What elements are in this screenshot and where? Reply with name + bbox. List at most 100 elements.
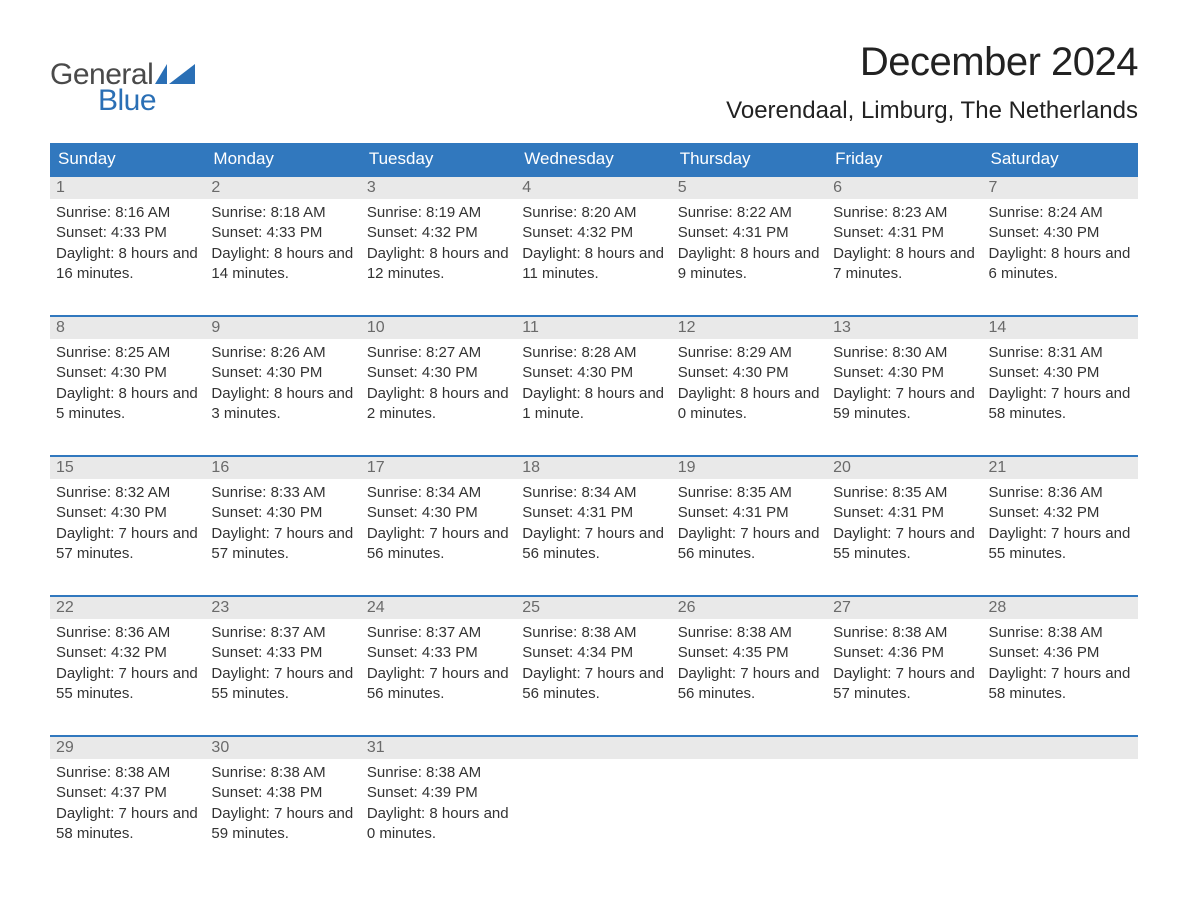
day-body: Sunrise: 8:33 AMSunset: 4:30 PMDaylight:…	[205, 479, 360, 568]
sunrise-text: Sunrise: 8:38 AM	[367, 763, 510, 783]
page-title: December 2024	[726, 40, 1138, 85]
header: General Blue December 2024 Voerendaal, L…	[50, 40, 1138, 125]
daylight-text: Daylight: 8 hours and 9 minutes.	[678, 244, 821, 285]
day-number: 4	[516, 177, 671, 199]
sunrise-text: Sunrise: 8:37 AM	[211, 623, 354, 643]
sunrise-text: Sunrise: 8:27 AM	[367, 343, 510, 363]
sunset-text: Sunset: 4:31 PM	[678, 223, 821, 243]
sunset-text: Sunset: 4:36 PM	[833, 643, 976, 663]
day-body: Sunrise: 8:27 AMSunset: 4:30 PMDaylight:…	[361, 339, 516, 428]
sunset-text: Sunset: 4:30 PM	[367, 363, 510, 383]
sunrise-text: Sunrise: 8:38 AM	[522, 623, 665, 643]
day-number: 16	[205, 457, 360, 479]
calendar-day: 18Sunrise: 8:34 AMSunset: 4:31 PMDayligh…	[516, 457, 671, 577]
day-body: Sunrise: 8:36 AMSunset: 4:32 PMDaylight:…	[983, 479, 1138, 568]
weekday-header-cell: Saturday	[983, 143, 1138, 175]
calendar-day: 27Sunrise: 8:38 AMSunset: 4:36 PMDayligh…	[827, 597, 982, 717]
sunrise-text: Sunrise: 8:34 AM	[522, 483, 665, 503]
day-number: 22	[50, 597, 205, 619]
day-body: Sunrise: 8:34 AMSunset: 4:31 PMDaylight:…	[516, 479, 671, 568]
sunrise-text: Sunrise: 8:37 AM	[367, 623, 510, 643]
daylight-text: Daylight: 8 hours and 14 minutes.	[211, 244, 354, 285]
daylight-text: Daylight: 7 hours and 56 minutes.	[367, 664, 510, 705]
calendar-day: 17Sunrise: 8:34 AMSunset: 4:30 PMDayligh…	[361, 457, 516, 577]
daylight-text: Daylight: 7 hours and 56 minutes.	[678, 664, 821, 705]
sunset-text: Sunset: 4:30 PM	[678, 363, 821, 383]
day-body: Sunrise: 8:30 AMSunset: 4:30 PMDaylight:…	[827, 339, 982, 428]
daylight-text: Daylight: 7 hours and 57 minutes.	[56, 524, 199, 565]
day-body: Sunrise: 8:20 AMSunset: 4:32 PMDaylight:…	[516, 199, 671, 288]
sunset-text: Sunset: 4:34 PM	[522, 643, 665, 663]
sunset-text: Sunset: 4:33 PM	[211, 643, 354, 663]
sunset-text: Sunset: 4:36 PM	[989, 643, 1132, 663]
sunrise-text: Sunrise: 8:36 AM	[56, 623, 199, 643]
day-number: 18	[516, 457, 671, 479]
day-body: Sunrise: 8:26 AMSunset: 4:30 PMDaylight:…	[205, 339, 360, 428]
sunset-text: Sunset: 4:30 PM	[833, 363, 976, 383]
sunrise-text: Sunrise: 8:25 AM	[56, 343, 199, 363]
daylight-text: Daylight: 7 hours and 55 minutes.	[211, 664, 354, 705]
sunset-text: Sunset: 4:35 PM	[678, 643, 821, 663]
sunrise-text: Sunrise: 8:20 AM	[522, 203, 665, 223]
calendar-day: 12Sunrise: 8:29 AMSunset: 4:30 PMDayligh…	[672, 317, 827, 437]
day-body: Sunrise: 8:22 AMSunset: 4:31 PMDaylight:…	[672, 199, 827, 288]
calendar-day: 28Sunrise: 8:38 AMSunset: 4:36 PMDayligh…	[983, 597, 1138, 717]
logo: General Blue	[50, 58, 197, 118]
sunset-text: Sunset: 4:33 PM	[56, 223, 199, 243]
day-body: Sunrise: 8:35 AMSunset: 4:31 PMDaylight:…	[672, 479, 827, 568]
daylight-text: Daylight: 7 hours and 55 minutes.	[989, 524, 1132, 565]
weekday-header-cell: Sunday	[50, 143, 205, 175]
calendar-day	[516, 737, 671, 857]
day-number: 13	[827, 317, 982, 339]
sunset-text: Sunset: 4:30 PM	[211, 503, 354, 523]
sunrise-text: Sunrise: 8:18 AM	[211, 203, 354, 223]
sunset-text: Sunset: 4:31 PM	[833, 223, 976, 243]
daylight-text: Daylight: 8 hours and 7 minutes.	[833, 244, 976, 285]
day-body: Sunrise: 8:37 AMSunset: 4:33 PMDaylight:…	[205, 619, 360, 708]
calendar-day: 2Sunrise: 8:18 AMSunset: 4:33 PMDaylight…	[205, 177, 360, 297]
sunset-text: Sunset: 4:30 PM	[56, 363, 199, 383]
daylight-text: Daylight: 8 hours and 11 minutes.	[522, 244, 665, 285]
daylight-text: Daylight: 7 hours and 55 minutes.	[56, 664, 199, 705]
weekday-header-cell: Tuesday	[361, 143, 516, 175]
calendar-day: 26Sunrise: 8:38 AMSunset: 4:35 PMDayligh…	[672, 597, 827, 717]
day-body: Sunrise: 8:36 AMSunset: 4:32 PMDaylight:…	[50, 619, 205, 708]
calendar-week: 1Sunrise: 8:16 AMSunset: 4:33 PMDaylight…	[50, 175, 1138, 297]
sunset-text: Sunset: 4:31 PM	[522, 503, 665, 523]
day-body: Sunrise: 8:38 AMSunset: 4:38 PMDaylight:…	[205, 759, 360, 848]
day-number	[672, 737, 827, 759]
day-body: Sunrise: 8:25 AMSunset: 4:30 PMDaylight:…	[50, 339, 205, 428]
daylight-text: Daylight: 7 hours and 56 minutes.	[678, 524, 821, 565]
day-body: Sunrise: 8:23 AMSunset: 4:31 PMDaylight:…	[827, 199, 982, 288]
sunrise-text: Sunrise: 8:31 AM	[989, 343, 1132, 363]
daylight-text: Daylight: 7 hours and 56 minutes.	[522, 664, 665, 705]
calendar-day: 23Sunrise: 8:37 AMSunset: 4:33 PMDayligh…	[205, 597, 360, 717]
calendar-day: 11Sunrise: 8:28 AMSunset: 4:30 PMDayligh…	[516, 317, 671, 437]
calendar-day: 16Sunrise: 8:33 AMSunset: 4:30 PMDayligh…	[205, 457, 360, 577]
day-number: 9	[205, 317, 360, 339]
calendar-week: 22Sunrise: 8:36 AMSunset: 4:32 PMDayligh…	[50, 595, 1138, 717]
weekday-header-cell: Friday	[827, 143, 982, 175]
day-number	[827, 737, 982, 759]
sunrise-text: Sunrise: 8:33 AM	[211, 483, 354, 503]
daylight-text: Daylight: 8 hours and 5 minutes.	[56, 384, 199, 425]
sunset-text: Sunset: 4:30 PM	[522, 363, 665, 383]
day-body: Sunrise: 8:28 AMSunset: 4:30 PMDaylight:…	[516, 339, 671, 428]
sunset-text: Sunset: 4:30 PM	[989, 223, 1132, 243]
daylight-text: Daylight: 8 hours and 6 minutes.	[989, 244, 1132, 285]
day-number: 17	[361, 457, 516, 479]
calendar-day	[827, 737, 982, 857]
sunrise-text: Sunrise: 8:38 AM	[678, 623, 821, 643]
sunrise-text: Sunrise: 8:22 AM	[678, 203, 821, 223]
day-body: Sunrise: 8:38 AMSunset: 4:37 PMDaylight:…	[50, 759, 205, 848]
calendar-day: 20Sunrise: 8:35 AMSunset: 4:31 PMDayligh…	[827, 457, 982, 577]
daylight-text: Daylight: 7 hours and 59 minutes.	[833, 384, 976, 425]
daylight-text: Daylight: 8 hours and 16 minutes.	[56, 244, 199, 285]
day-number: 15	[50, 457, 205, 479]
weekday-header-cell: Thursday	[672, 143, 827, 175]
day-number: 30	[205, 737, 360, 759]
calendar-day: 24Sunrise: 8:37 AMSunset: 4:33 PMDayligh…	[361, 597, 516, 717]
calendar-day: 21Sunrise: 8:36 AMSunset: 4:32 PMDayligh…	[983, 457, 1138, 577]
sunrise-text: Sunrise: 8:19 AM	[367, 203, 510, 223]
sunrise-text: Sunrise: 8:38 AM	[833, 623, 976, 643]
